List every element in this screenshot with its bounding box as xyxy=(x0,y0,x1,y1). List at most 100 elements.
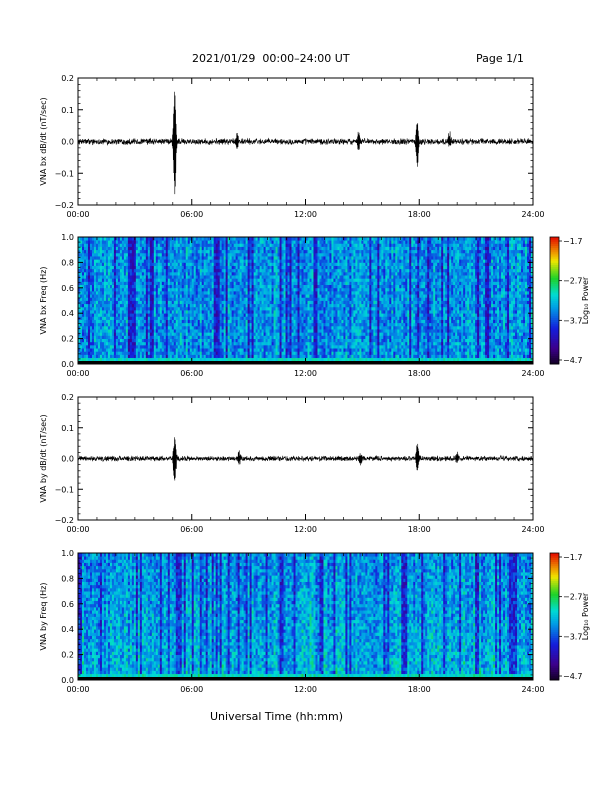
heatmap-cell xyxy=(155,278,159,282)
heatmap-cell xyxy=(181,344,185,349)
heatmap-cell xyxy=(161,265,165,270)
heatmap-cell xyxy=(147,316,151,320)
heatmap-cell xyxy=(80,303,83,308)
heatmap-cell xyxy=(123,237,127,241)
heatmap-cell xyxy=(167,278,171,282)
heatmap-cell xyxy=(83,243,87,247)
heatmap-cell xyxy=(107,271,111,276)
heatmap-cell xyxy=(139,294,143,298)
heatmap-cell xyxy=(149,256,153,260)
heatmap-cell xyxy=(183,341,187,346)
heatmap-cell xyxy=(129,329,133,333)
heatmap-cell xyxy=(143,294,147,298)
heatmap-cell xyxy=(91,332,95,336)
heatmap-cell xyxy=(191,271,195,276)
heatmap-cell xyxy=(187,348,191,352)
heatmap-cell xyxy=(139,287,143,292)
heatmap-cell xyxy=(131,259,135,263)
heatmap-cell xyxy=(109,344,113,349)
heatmap-cell xyxy=(157,262,161,266)
heatmap-cell xyxy=(129,256,133,260)
heatmap-cell xyxy=(99,252,103,257)
heatmap-cell xyxy=(147,237,151,241)
heatmap-cell xyxy=(123,303,127,308)
heatmap-cell xyxy=(173,240,177,244)
heatmap-cell xyxy=(91,256,95,260)
heatmap-cell xyxy=(111,278,115,282)
heatmap-cell xyxy=(185,278,189,282)
heatmap-cell xyxy=(119,281,123,286)
heatmap-cell xyxy=(171,262,175,266)
heatmap-cell xyxy=(197,329,201,333)
heatmap-cell xyxy=(159,256,163,260)
heatmap-cell xyxy=(197,338,201,343)
heatmap-cell xyxy=(187,344,191,349)
heatmap-cell xyxy=(155,252,159,257)
heatmap-cell xyxy=(85,348,89,352)
heatmap-cell xyxy=(191,249,195,254)
heatmap-cell xyxy=(147,275,151,279)
heatmap-cell xyxy=(99,287,103,292)
heatmap-cell xyxy=(185,316,189,320)
heatmap-cell xyxy=(193,294,197,298)
heatmap-cell xyxy=(161,252,165,257)
heatmap-cell xyxy=(111,341,115,346)
heatmap-cell xyxy=(107,332,111,336)
heatmap-cell xyxy=(183,325,187,330)
heatmap-cell xyxy=(99,243,103,247)
heatmap-cell xyxy=(195,348,199,352)
heatmap-cell xyxy=(179,313,183,317)
heatmap-cell xyxy=(141,303,145,308)
heatmap-cell xyxy=(135,338,139,343)
heatmap-cell xyxy=(149,300,153,305)
heatmap-cell xyxy=(195,329,199,333)
heatmap-cell xyxy=(149,249,153,254)
heatmap-cell xyxy=(187,325,191,330)
heatmap-cell xyxy=(123,313,127,317)
heatmap-cell xyxy=(93,306,97,311)
heatmap-cell xyxy=(78,322,81,327)
heatmap-cell xyxy=(137,252,141,257)
heatmap-cell xyxy=(143,271,147,276)
heatmap-cell xyxy=(109,294,113,298)
heatmap-cell xyxy=(123,265,127,270)
heatmap-cell xyxy=(107,287,111,292)
heatmap-cell xyxy=(161,322,165,327)
heatmap-cell xyxy=(129,281,133,286)
heatmap-cell xyxy=(189,259,193,263)
heatmap-cell xyxy=(177,319,181,324)
heatmap-cell xyxy=(193,256,197,260)
heatmap-cell xyxy=(159,341,163,346)
heatmap-cell xyxy=(151,300,155,305)
heatmap-cell xyxy=(131,310,135,314)
heatmap-cell xyxy=(163,240,167,244)
heatmap-cell xyxy=(89,341,93,346)
heatmap-cell xyxy=(161,275,165,279)
heatmap-cell xyxy=(115,268,119,273)
heatmap-cell xyxy=(157,243,161,247)
heatmap-cell xyxy=(133,344,137,349)
heatmap-cell xyxy=(89,297,93,301)
heatmap-cell xyxy=(129,316,133,320)
heatmap-cell xyxy=(97,332,101,336)
heatmap-cell xyxy=(179,281,183,286)
heatmap-cell xyxy=(80,329,83,333)
heatmap-cell xyxy=(157,322,161,327)
heatmap-cell xyxy=(163,268,167,273)
heatmap-cell xyxy=(78,306,81,311)
heatmap-cell xyxy=(109,354,113,359)
heatmap-cell xyxy=(171,275,175,279)
heatmap-cell xyxy=(135,268,139,273)
heatmap-cell xyxy=(81,297,85,301)
heatmap-cell xyxy=(121,297,125,301)
heatmap-cell xyxy=(175,259,179,263)
heatmap-cell xyxy=(103,306,107,311)
heatmap-cell xyxy=(115,310,119,314)
heatmap-cell xyxy=(85,278,89,282)
heatmap-cell xyxy=(185,237,189,241)
heatmap-cell xyxy=(117,344,121,349)
heatmap-cell xyxy=(167,338,171,343)
heatmap-cell xyxy=(145,319,149,324)
heatmap-cell xyxy=(173,278,177,282)
heatmap-cell xyxy=(169,246,173,251)
